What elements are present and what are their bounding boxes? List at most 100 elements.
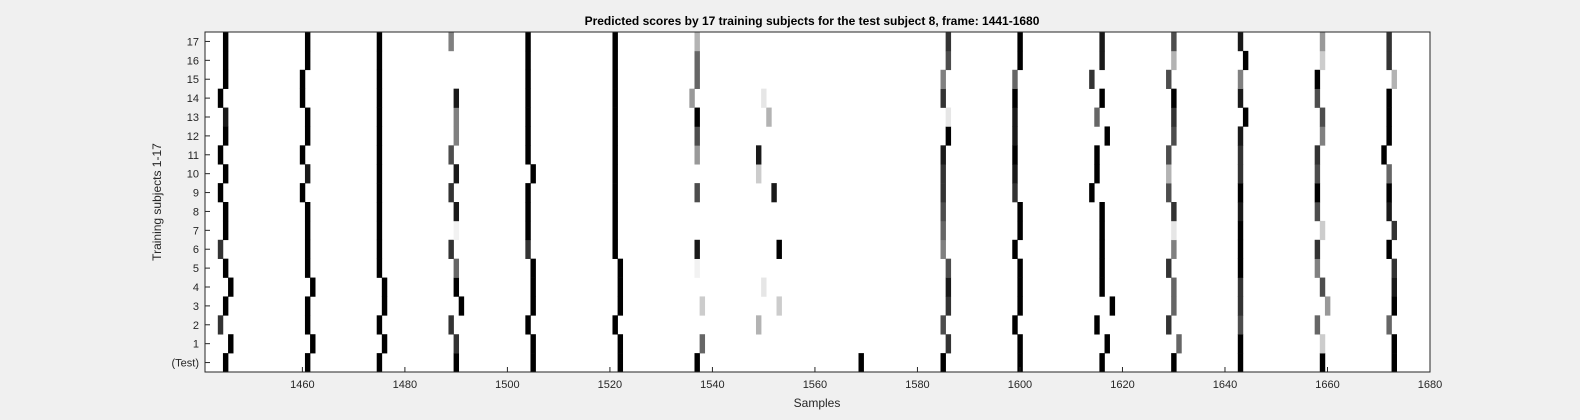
heatmap-cell <box>222 202 229 222</box>
heatmap-cell <box>776 239 782 259</box>
heatmap-cell <box>222 126 229 146</box>
heatmap-cell <box>945 126 952 146</box>
plot-area <box>204 31 1431 373</box>
heatmap-cell <box>1391 334 1397 354</box>
heatmap-cell <box>940 145 946 165</box>
heatmap-cell <box>376 32 383 52</box>
heatmap-cell <box>694 239 700 259</box>
heatmap-cell <box>940 353 946 373</box>
heatmap-cell <box>761 88 767 108</box>
heatmap-cell <box>1017 50 1023 71</box>
heatmap-cell <box>940 239 946 259</box>
heatmap-cell <box>940 88 946 108</box>
heatmap-cell <box>1324 296 1331 316</box>
heatmap-cell <box>1237 334 1244 354</box>
heatmap-cell <box>525 202 531 222</box>
heatmap-cell <box>694 145 700 165</box>
heatmap-cell <box>612 126 618 146</box>
heatmap-cell <box>1094 164 1100 184</box>
heatmap-cell <box>1242 50 1249 71</box>
y-tick-label: 11 <box>188 150 199 162</box>
heatmap-cell <box>525 239 531 259</box>
heatmap-cell <box>699 334 706 354</box>
heatmap-cell <box>453 258 460 278</box>
y-tick-label: 15 <box>187 74 199 86</box>
heatmap-cell <box>1012 126 1018 146</box>
heatmap-cell <box>310 334 316 354</box>
heatmap-cell <box>1017 32 1023 52</box>
heatmap-cell <box>1237 277 1244 297</box>
heatmap-cell <box>453 334 460 354</box>
heatmap-cell <box>1237 296 1244 316</box>
x-tick-label: 1500 <box>495 379 519 391</box>
heatmap-cell <box>376 315 383 335</box>
heatmap-cell <box>448 145 454 165</box>
heatmap-cell <box>1017 258 1023 278</box>
heatmap-cell <box>376 69 383 89</box>
heatmap-cell <box>222 258 229 278</box>
y-tick-label: 10 <box>187 169 199 181</box>
heatmap-cell <box>1166 315 1172 335</box>
heatmap-cell <box>617 334 624 354</box>
heatmap-cell <box>612 315 618 335</box>
heatmap-cell <box>304 164 311 184</box>
heatmap-cell <box>304 296 311 316</box>
heatmap-cell <box>530 296 536 316</box>
heatmap-cell <box>448 32 454 52</box>
heatmap-cell <box>222 32 229 52</box>
heatmap-cell <box>1386 88 1392 108</box>
heatmap-cell <box>612 239 618 259</box>
y-tick-label: 5 <box>193 263 199 275</box>
heatmap-cell <box>1171 88 1177 108</box>
heatmap-cell <box>1012 107 1018 127</box>
heatmap-cell <box>1099 258 1105 278</box>
heatmap-cell <box>222 164 229 184</box>
heatmap-cell <box>755 164 762 184</box>
heatmap-cell <box>530 353 536 373</box>
heatmap-cell <box>1314 69 1321 89</box>
heatmap-cell <box>228 334 234 354</box>
x-tick-label: 1580 <box>905 379 929 391</box>
heatmap-cell <box>304 315 311 335</box>
heatmap-cell <box>1166 69 1172 89</box>
heatmap-cell <box>1319 353 1326 373</box>
heatmap-cell <box>1012 315 1018 335</box>
heatmap-cell <box>376 88 383 108</box>
heatmap-cell <box>1319 334 1326 354</box>
heatmap-cell <box>1314 202 1321 222</box>
heatmap-cell <box>376 164 383 184</box>
heatmap-cell <box>1171 107 1177 127</box>
heatmap-cell <box>1017 353 1023 373</box>
plot-frame <box>204 31 1431 373</box>
heatmap-cell <box>304 202 311 222</box>
heatmap-cell <box>1319 277 1326 297</box>
heatmap-cell <box>299 145 306 165</box>
heatmap-cell <box>304 220 311 241</box>
heatmap-cells <box>217 32 1397 373</box>
heatmap-cell <box>1314 315 1321 335</box>
heatmap-cell <box>1391 296 1397 316</box>
heatmap-cell <box>1171 296 1177 316</box>
heatmap-cell <box>1237 315 1244 335</box>
heatmap-cell <box>940 164 946 184</box>
heatmap-cell <box>1017 220 1023 241</box>
heatmap-cell <box>612 50 618 71</box>
y-tick-label: 9 <box>193 188 199 200</box>
heatmap-cell <box>376 258 383 278</box>
heatmap-cell <box>222 69 229 89</box>
heatmap-cell <box>1017 202 1023 222</box>
heatmap-cell <box>612 69 618 89</box>
heatmap-cell <box>1319 32 1326 52</box>
heatmap-cell <box>1099 50 1105 71</box>
heatmap-cell <box>1171 353 1177 373</box>
heatmap-cell <box>1176 334 1182 354</box>
heatmap-cell <box>222 353 229 373</box>
heatmap-cell <box>1171 277 1177 297</box>
heatmap-cell <box>217 183 224 203</box>
heatmap-cell <box>376 183 383 203</box>
heatmap-cell <box>381 277 388 297</box>
heatmap-cell <box>1319 107 1326 127</box>
x-tick-label: 1640 <box>1213 379 1237 391</box>
